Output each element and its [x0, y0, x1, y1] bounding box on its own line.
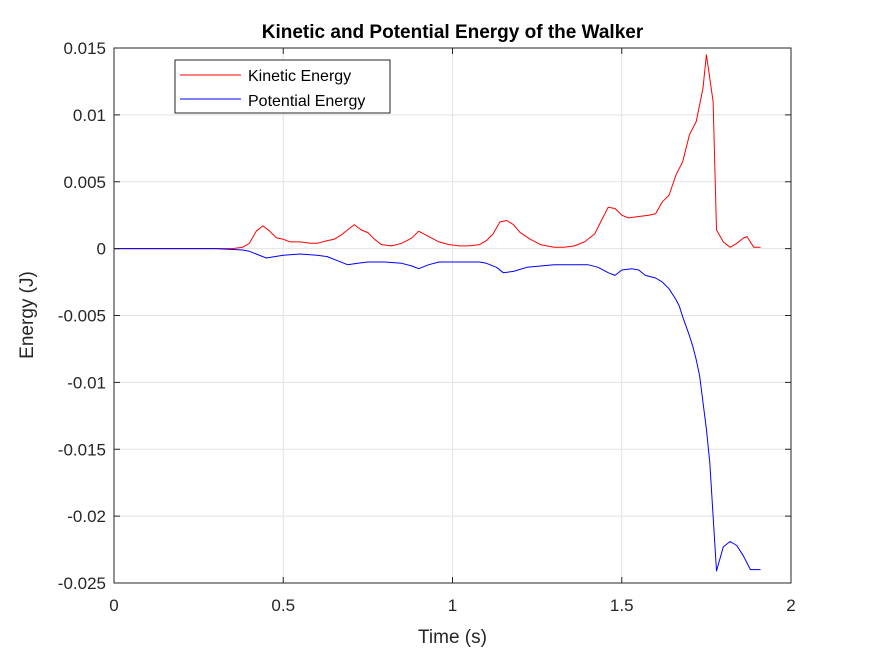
kinetic-energy-line — [114, 54, 761, 250]
y-tick-labels: -0.025 -0.02 -0.015 -0.01 -0.005 0 0.005 0.01 0.… — [58, 39, 106, 593]
x-tick-label: 2 — [786, 596, 795, 615]
chart-title: Kinetic and Potential Energy of the Walk… — [262, 22, 644, 43]
x-tick-label: 1 — [448, 596, 457, 615]
legend-potential-label: Potential Energy — [248, 93, 365, 110]
tick-marks — [113, 47, 792, 584]
y-tick-label: 0.015 — [63, 39, 106, 58]
y-tick-label: 0.005 — [63, 173, 106, 192]
y-tick-label: -0.01 — [67, 373, 106, 392]
y-axis-label: Energy (J) — [17, 271, 38, 359]
y-tick-label: -0.005 — [58, 307, 106, 326]
series-layer — [114, 54, 761, 572]
legend-kinetic-label: Kinetic Energy — [248, 68, 351, 85]
x-axis-label: Time (s) — [418, 627, 487, 648]
x-tick-label: 1.5 — [610, 596, 634, 615]
legend-box — [174, 59, 391, 114]
x-tick-label: 0.5 — [271, 596, 295, 615]
legend: Kinetic Energy Potential Energy — [174, 59, 391, 114]
y-tick-label: 0 — [97, 240, 106, 259]
y-tick-label: 0.01 — [73, 106, 106, 125]
potential-energy-line — [114, 248, 761, 572]
y-tick-label: -0.015 — [58, 440, 106, 459]
x-tick-label: 0 — [109, 596, 118, 615]
x-tick-labels: 0 0.5 1 1.5 2 — [109, 596, 795, 615]
y-tick-label: -0.025 — [58, 574, 106, 593]
y-tick-label: -0.02 — [67, 507, 106, 526]
